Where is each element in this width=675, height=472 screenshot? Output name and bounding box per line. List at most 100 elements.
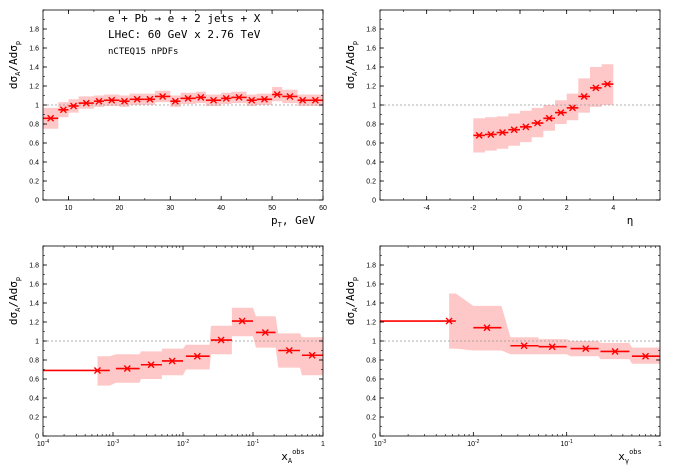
y-tick-label: 0.2 (29, 179, 39, 186)
data-point (95, 97, 103, 105)
y-label-main: dσ (7, 311, 20, 325)
x-tick-label: 40 (217, 205, 225, 212)
data-point (197, 93, 205, 101)
x-tick-label: 2 (565, 205, 569, 212)
data-point (475, 131, 483, 139)
x-label-sub: A (288, 457, 293, 465)
data-point (534, 119, 541, 127)
y-tick-label: 0.6 (366, 377, 376, 384)
y-tick-label: 0.6 (29, 377, 39, 384)
data-point (545, 114, 553, 122)
data-point (286, 92, 294, 100)
y-label-main: dσ (344, 75, 357, 89)
x-tick-exponent: -1 (255, 439, 260, 445)
x-tick-label: 60 (319, 205, 327, 212)
y-tick-label: 1.8 (366, 263, 376, 270)
y-tick-label: 0.8 (29, 358, 39, 365)
x-label-main: p (271, 214, 278, 227)
x-tick-exponent: -4 (45, 439, 50, 445)
annotation-collider: LHeC: 60 GeV x 2.76 TeV (108, 28, 261, 41)
y-label-sub: A (351, 71, 359, 76)
y-tick-label: 1.6 (29, 46, 39, 53)
data-point (210, 96, 218, 104)
y-tick-label: 1 (35, 339, 39, 346)
panel-eta: 0 0.2 0.4 0.6 0.8 1 1.2 1.4 1.6 1.8 -4 -2 0 2 4 dσA/Adσ… (344, 9, 661, 227)
x-tick-label: 50 (268, 205, 276, 212)
data-point (123, 365, 131, 373)
y-tick-label: 1.4 (29, 301, 39, 308)
y-label-sub: A (14, 307, 22, 312)
x-tick-exponent: -1 (568, 439, 573, 445)
x-tick-label: 10-2 (467, 439, 479, 448)
data-point (261, 328, 269, 336)
y-axis-label: dσA/Adσp (7, 277, 22, 325)
data-point (510, 126, 518, 134)
y-tick-label: 1 (372, 103, 376, 110)
y-tick-label: 0.8 (29, 122, 39, 129)
data-point (222, 94, 230, 102)
y-tick-label: 0 (372, 434, 376, 441)
y-tick-label: 0.4 (29, 160, 39, 167)
y-tick-label: 0.4 (366, 160, 376, 167)
data-point (273, 91, 281, 99)
x-label-rest: , GeV (282, 214, 315, 227)
y-label-sub: p (14, 41, 22, 45)
data-point (445, 317, 453, 325)
data-point (70, 102, 78, 110)
y-tick-label: 0.2 (366, 179, 376, 186)
y-label-sub: A (14, 71, 22, 76)
data-point (499, 129, 506, 137)
y-label-sub: p (351, 41, 359, 45)
data-point (582, 345, 590, 353)
x-label-sub: T (278, 221, 283, 229)
data-point (487, 130, 495, 138)
data-point (285, 347, 293, 354)
annotation-process: e + Pb → e + 2 jets + X (108, 12, 261, 25)
data-point (308, 351, 316, 359)
y-label-main: dσ (7, 75, 20, 89)
data-point (592, 84, 600, 92)
data-point (59, 106, 67, 114)
x-axis-label: xγobs (618, 448, 642, 465)
y-tick-label: 1.4 (29, 65, 39, 72)
y-label-main: dσ (344, 311, 357, 325)
x-tick-label: 10-3 (107, 439, 119, 448)
data-point (642, 352, 650, 360)
x-tick-label: -2 (470, 205, 476, 212)
x-tick-exponent: -2 (185, 439, 190, 445)
x-label-sup: obs (292, 448, 305, 456)
y-tick-label: 1.6 (366, 282, 376, 289)
panel-pt: 0 0.2 0.4 0.6 0.8 1 1.2 1.4 1.6 1.8 10 20 30 40 50 60 dσ… (7, 9, 327, 229)
y-tick-label: 0 (35, 198, 39, 205)
y-tick-label: 0.4 (29, 396, 39, 403)
x-tick-exponent: -2 (475, 439, 480, 445)
x-tick-label: 4 (611, 205, 615, 212)
y-tick-label: 1 (35, 103, 39, 110)
y-tick-label: 1.2 (366, 84, 376, 91)
y-label-mid: /Adσ (7, 45, 20, 72)
data-point (604, 80, 611, 88)
data-point (520, 342, 528, 350)
data-point (82, 99, 90, 107)
x-label-main: x (618, 450, 625, 463)
y-tick-label: 0.8 (366, 358, 376, 365)
x-tick-label: 10-1 (247, 439, 259, 448)
data-point (168, 357, 176, 365)
x-tick-label: 10-2 (177, 439, 189, 448)
data-point (569, 104, 576, 112)
x-tick-exponent: -3 (115, 439, 120, 445)
y-tick-label: 1.4 (366, 65, 376, 72)
y-axis-label: dσA/Adσp (344, 41, 359, 89)
x-tick-label: 10-1 (561, 439, 573, 448)
y-tick-label: 1.8 (29, 27, 39, 34)
data-point (235, 93, 243, 101)
data-point (557, 109, 565, 117)
x-label-main: η (627, 214, 634, 227)
data-point (548, 343, 556, 351)
x-label-main: x (281, 450, 288, 463)
y-tick-label: 0.2 (366, 415, 376, 422)
x-tick-label: 1 (658, 441, 662, 448)
data-point (120, 97, 128, 105)
y-label-mid: /Adσ (344, 281, 357, 308)
